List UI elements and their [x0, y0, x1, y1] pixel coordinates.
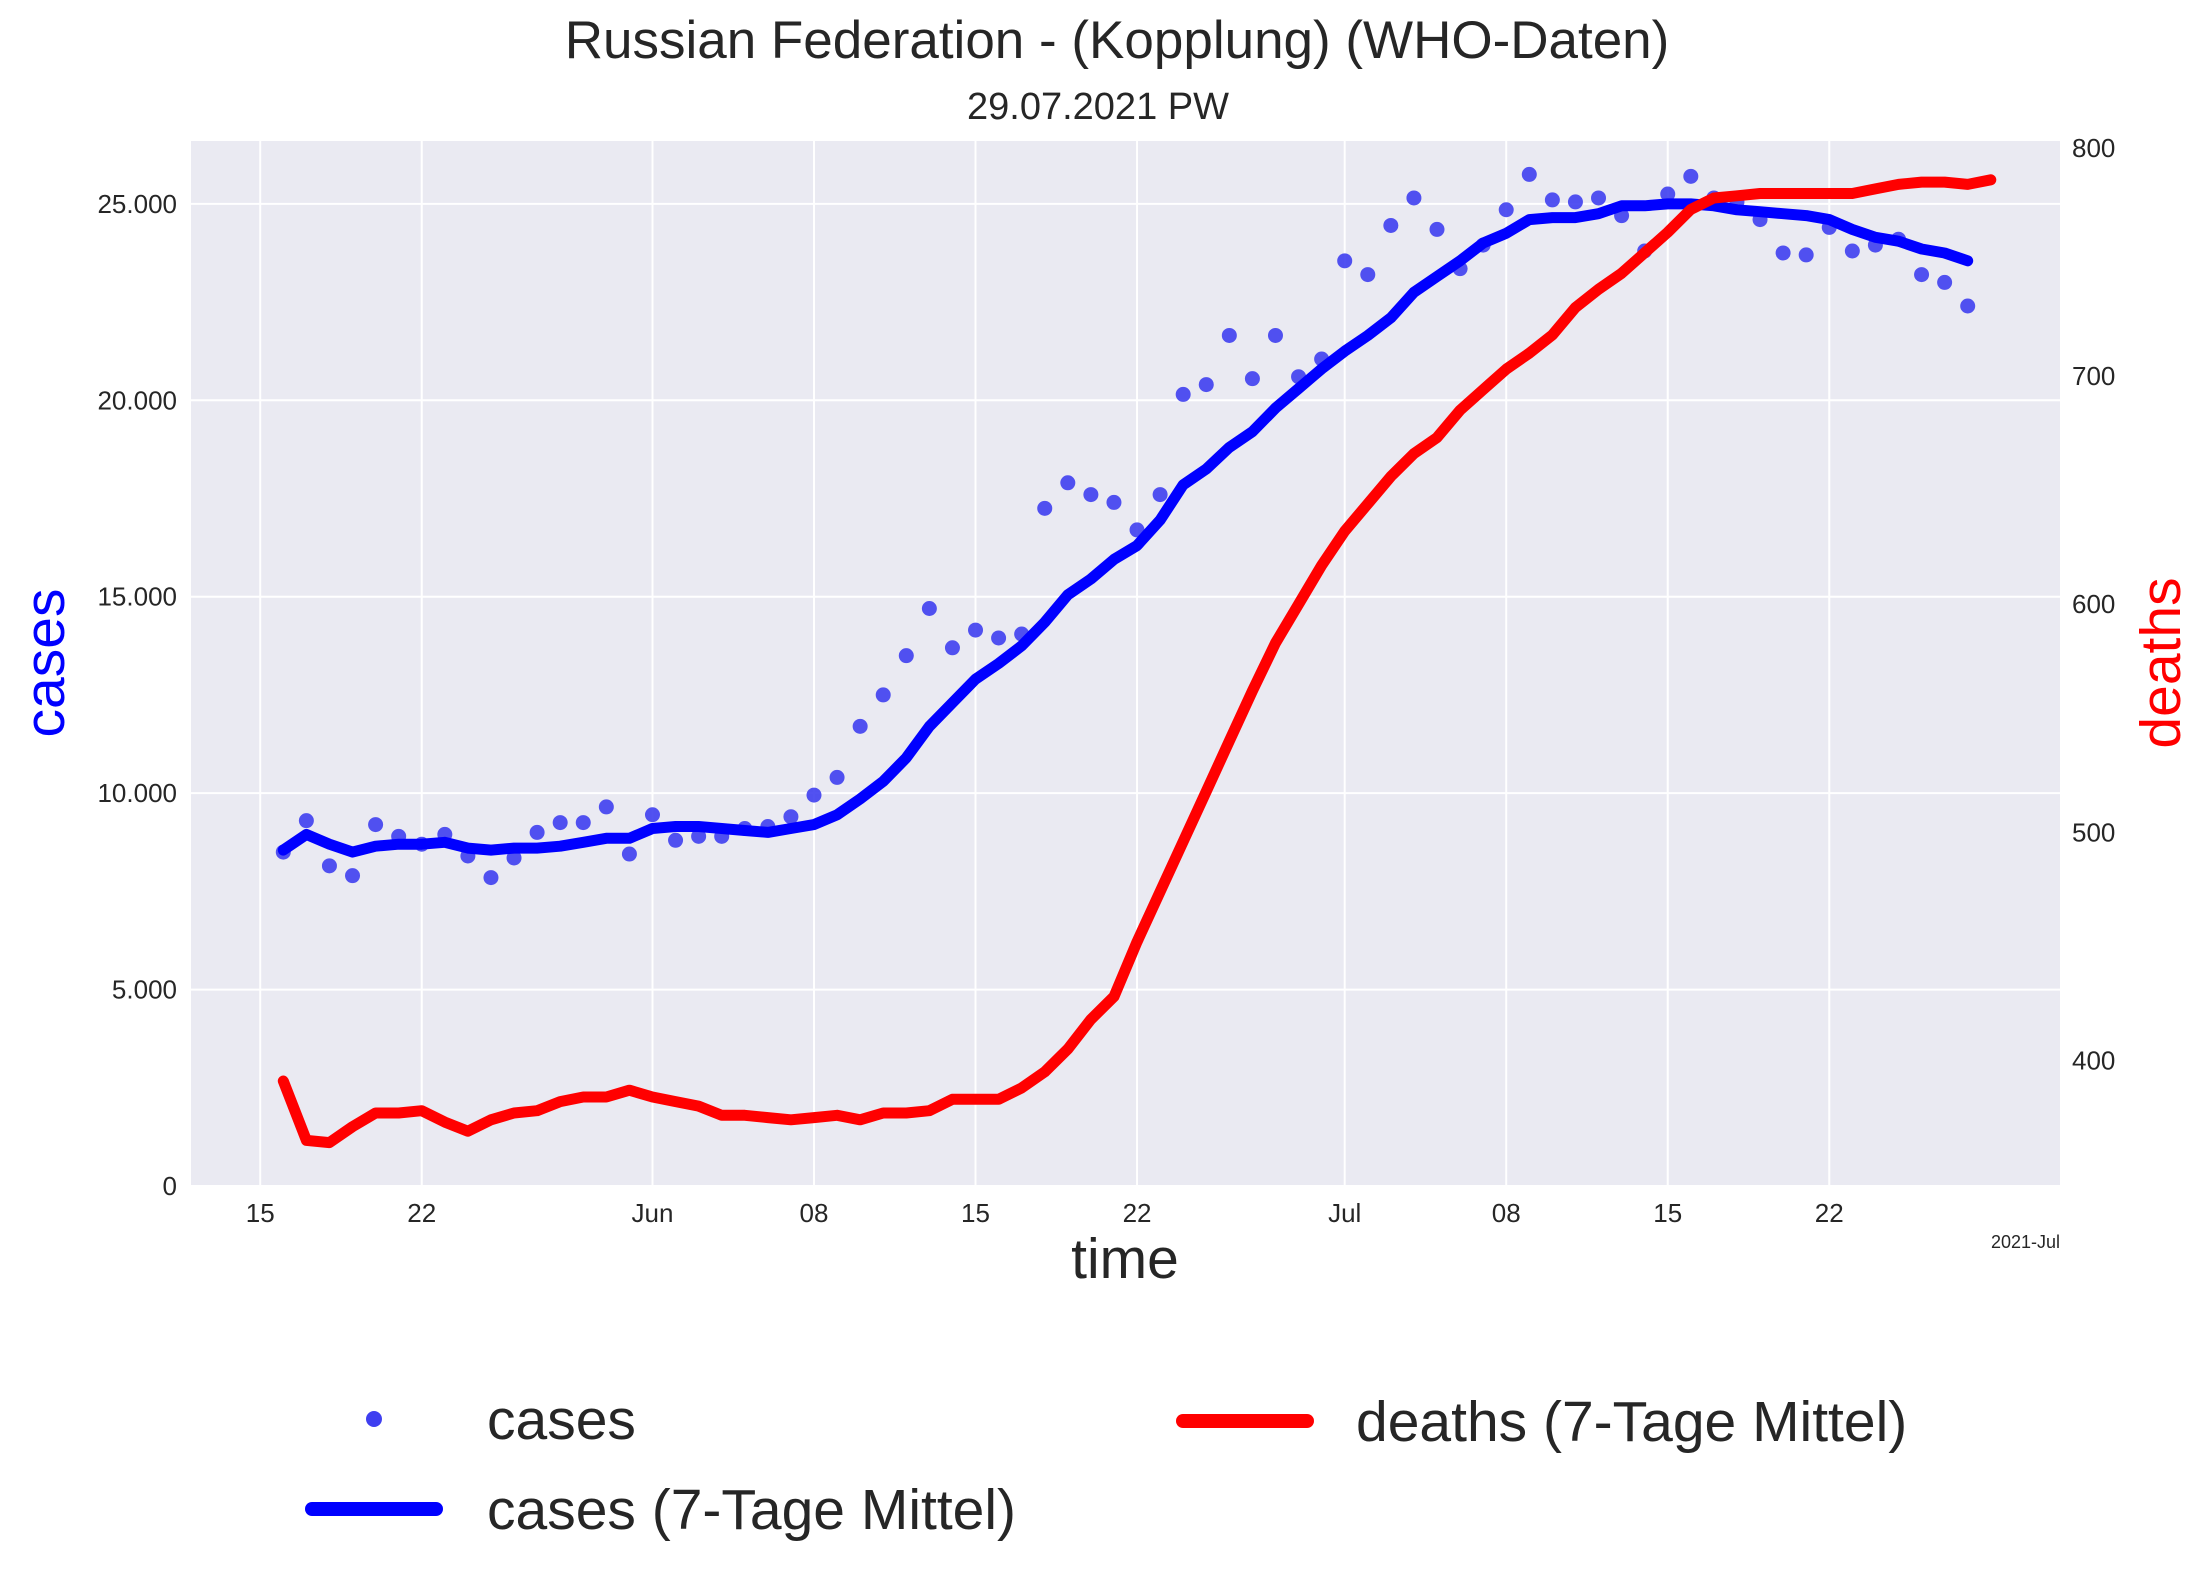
- cases-point: [1591, 190, 1607, 206]
- y-left-tick-label: 5.000: [112, 975, 177, 1005]
- x-tick-label: Jun: [632, 1198, 674, 1228]
- cases-point: [1152, 487, 1168, 503]
- cases-point: [991, 630, 1007, 646]
- cases-point: [506, 850, 522, 866]
- cases-point: [1221, 327, 1237, 343]
- cases-point: [1775, 245, 1791, 261]
- cases-point: [1106, 494, 1122, 510]
- legend-cases-marker: [366, 1411, 382, 1427]
- cases-point: [1198, 377, 1214, 393]
- x-tick-label: 22: [1123, 1198, 1152, 1228]
- cases-point: [368, 817, 384, 833]
- cases-point: [621, 846, 637, 862]
- x-tick-label: 15: [961, 1198, 990, 1228]
- cases-point: [898, 648, 914, 664]
- y-right-tick-label: 500: [2072, 817, 2115, 847]
- legend-cases-avg-label: cases (7-Tage Mittel): [487, 1478, 1016, 1542]
- cases-point: [1060, 475, 1076, 491]
- cases-point: [1798, 247, 1814, 263]
- cases-point: [1337, 253, 1353, 269]
- y-right-axis-label: deaths: [2129, 577, 2193, 748]
- cases-point: [598, 799, 614, 815]
- x-tick-label: 08: [800, 1198, 829, 1228]
- cases-point: [1383, 217, 1399, 233]
- y-right-axis-ticks: 400 500 600 700 800: [2072, 133, 2115, 1076]
- cases-point: [1914, 267, 1930, 283]
- legend-cases-label: cases: [487, 1388, 636, 1452]
- cases-point: [1037, 500, 1053, 516]
- x-tick-label: 15: [246, 1198, 275, 1228]
- cases-point: [852, 718, 868, 734]
- plot-area: [191, 141, 2060, 1186]
- deaths-7day-line: [277, 174, 1997, 1149]
- cases-point: [1521, 166, 1537, 182]
- y-left-tick-label: 20.000: [97, 385, 177, 415]
- y-right-tick-label: 700: [2072, 361, 2115, 391]
- cases-7day-line: [277, 198, 1974, 858]
- y-right-tick-label: 800: [2072, 133, 2115, 163]
- legend-deaths-avg-label: deaths (7-Tage Mittel): [1356, 1390, 1907, 1454]
- cases-point: [644, 807, 660, 823]
- cases-point: [1660, 186, 1676, 202]
- cases-point: [1937, 274, 1953, 290]
- cases-point: [1083, 487, 1099, 503]
- grid: [191, 141, 2060, 1187]
- cases-point: [1406, 190, 1422, 206]
- chart-title: Russian Federation - (Kopplung) (WHO-Dat…: [565, 11, 1670, 70]
- x-tick-label: 15: [1653, 1198, 1682, 1228]
- cases-point: [1498, 202, 1514, 218]
- x-axis-ticks: 15 22 Jun 08 15 22 Jul 08 15 22: [246, 1198, 1844, 1228]
- cases-point: [691, 828, 707, 844]
- y-left-tick-label: 10.000: [97, 778, 177, 808]
- cases-point: [1960, 298, 1976, 314]
- cases-point: [1844, 243, 1860, 259]
- cases-point: [783, 809, 799, 825]
- chart-subtitle: 29.07.2021 PW: [967, 86, 1229, 128]
- cases-point: [1429, 221, 1445, 237]
- cases-point: [921, 601, 937, 616]
- cases-point: [1244, 371, 1260, 387]
- x-tick-label: 08: [1492, 1198, 1521, 1228]
- cases-point: [552, 815, 568, 831]
- cases-point: [1683, 168, 1699, 184]
- y-left-tick-label: 0: [163, 1171, 177, 1201]
- y-left-axis-ticks: 0 5.000 10.000 15.000 20.000 25.000: [97, 189, 177, 1201]
- cases-point: [668, 832, 684, 848]
- cases-point: [483, 870, 499, 886]
- cases-point: [321, 858, 337, 874]
- x-tick-label: Jul: [1328, 1198, 1361, 1228]
- x-tick-label: 22: [1815, 1198, 1844, 1228]
- y-right-tick-label: 600: [2072, 589, 2115, 619]
- cases-point: [806, 787, 822, 803]
- x-axis-label: time: [1071, 1227, 1179, 1291]
- cases-point: [298, 813, 314, 829]
- cases-point: [944, 640, 960, 656]
- cases-point: [1267, 327, 1283, 343]
- cases-point: [1567, 194, 1583, 210]
- y-left-tick-label: 25.000: [97, 189, 177, 219]
- x-tick-label: 22: [407, 1198, 436, 1228]
- y-left-axis-label: cases: [13, 589, 77, 738]
- cases-point: [1175, 386, 1191, 402]
- cases-point: [345, 868, 361, 884]
- cases-point: [1544, 192, 1560, 208]
- x-corner-label: 2021-Jul: [1991, 1232, 2060, 1252]
- y-right-tick-label: 400: [2072, 1046, 2115, 1076]
- cases-point: [968, 622, 984, 638]
- cases-point: [1360, 267, 1376, 283]
- cases-point: [529, 824, 545, 840]
- cases-point: [575, 815, 591, 831]
- cases-point: [829, 769, 845, 785]
- y-left-tick-label: 15.000: [97, 582, 177, 612]
- legend: cases cases (7-Tage Mittel) deaths (7-Ta…: [305, 1388, 1907, 1542]
- cases-point: [875, 687, 891, 703]
